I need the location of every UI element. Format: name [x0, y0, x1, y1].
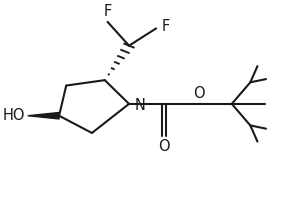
Text: F: F [104, 4, 112, 19]
Text: O: O [193, 86, 205, 101]
Text: O: O [158, 140, 170, 154]
Polygon shape [28, 113, 59, 119]
Text: HO: HO [3, 108, 25, 123]
Text: F: F [161, 19, 170, 34]
Text: N: N [134, 98, 145, 113]
